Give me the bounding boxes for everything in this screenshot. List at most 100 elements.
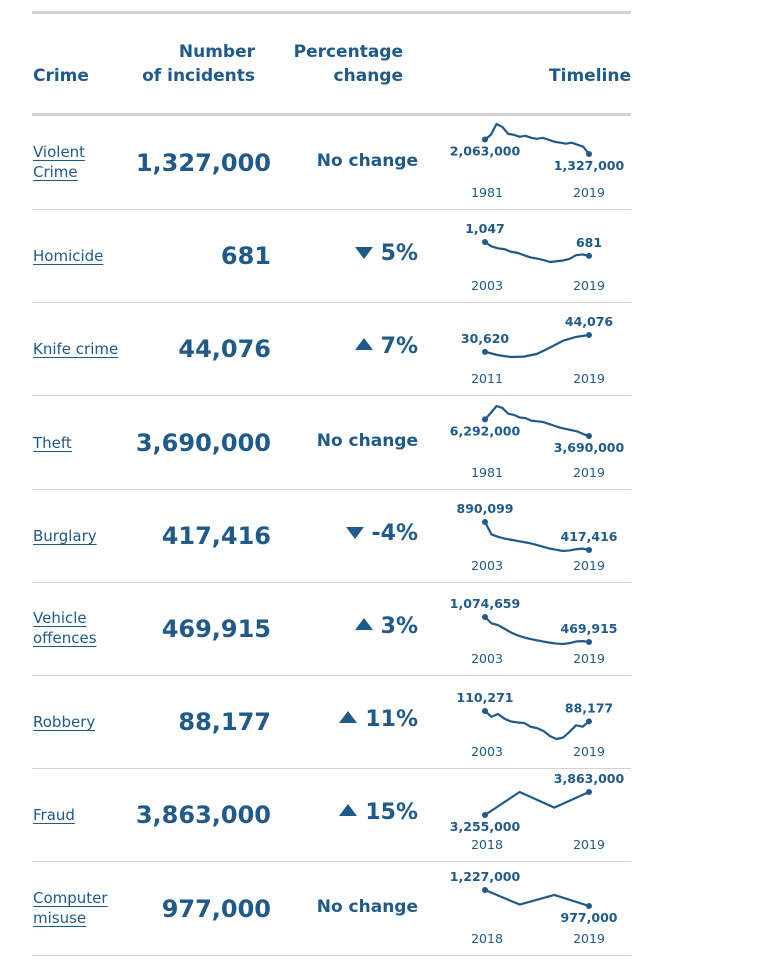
timeline-start-year: 2003 [471, 278, 503, 293]
table-row: Burglary 417,416 -4% 890,099 417,416 2003 2019 [32, 489, 631, 583]
triangle-up-icon [354, 338, 373, 350]
timeline-line [484, 521, 590, 553]
percentage-change: No change [316, 431, 418, 451]
timeline-start-value: 890,099 [457, 501, 514, 516]
timeline-sparkline: 6,292,000 3,690,000 1981 2019 [450, 404, 625, 480]
timeline-end-value: 88,177 [565, 700, 613, 715]
crime-link[interactable]: Vehicle offences [33, 609, 97, 647]
percentage-value: -4% [371, 521, 418, 546]
percentage-value: 3% [380, 614, 418, 639]
timeline-sparkline: 1,074,659 469,915 2003 2019 [450, 596, 618, 666]
crime-link[interactable]: Violent Crime [33, 143, 86, 181]
timeline-end-year: 2019 [573, 837, 605, 852]
timeline-end-point [586, 718, 592, 725]
timeline-line [484, 710, 590, 741]
timeline-end-point [586, 252, 592, 259]
timeline-start-point [482, 239, 488, 245]
header-crime: Crime [33, 66, 89, 86]
timeline-end-year: 2019 [573, 185, 605, 200]
percentage-change: No change [316, 897, 418, 917]
incident-count: 469,915 [161, 615, 271, 643]
timeline-start-year: 1981 [471, 465, 503, 480]
table-row: Vehicle offences 469,915 3% 1,074,659 469,915… [32, 582, 631, 676]
crime-link[interactable]: Fraud [33, 806, 75, 824]
timeline-end-year: 2019 [573, 278, 605, 293]
timeline-sparkline: 1,047 681 2003 2019 [465, 221, 605, 293]
crime-link[interactable]: Robbery [33, 713, 96, 731]
timeline-line [484, 333, 590, 359]
incident-count: 3,863,000 [135, 801, 271, 829]
timeline-start-value: 3,255,000 [450, 819, 521, 834]
percentage-value: 15% [365, 800, 418, 825]
triangle-up-icon [339, 711, 358, 723]
table-row: Knife crime 44,076 7% 30,620 44,076 2011 2019 [32, 302, 631, 396]
timeline-end-point [586, 638, 592, 645]
crime-link[interactable]: Knife crime [33, 340, 119, 358]
header-number: Number of incidents [142, 40, 255, 88]
timeline-end-value: 417,416 [561, 529, 618, 544]
incident-count: 681 [220, 242, 271, 270]
percentage-value: 11% [365, 707, 418, 732]
triangle-down-icon [345, 527, 364, 539]
timeline-sparkline: 110,271 88,177 2003 2019 [457, 690, 614, 759]
timeline-end-point [586, 151, 592, 157]
header-pct-line2: change [333, 66, 403, 86]
percentage-change: 5% [282, 241, 418, 266]
timeline-start-year: 2018 [471, 931, 503, 946]
percentage-change: 15% [282, 800, 418, 825]
percentage-change: 7% [282, 334, 418, 359]
timeline-end-year: 2019 [573, 931, 605, 946]
table-header: Crime Number of incidents Percentage cha… [32, 14, 631, 113]
incident-count: 417,416 [161, 522, 271, 550]
percentage-value: 5% [380, 241, 418, 266]
timeline-end-point [586, 332, 592, 338]
timeline-end-point [586, 546, 592, 553]
timeline-start-year: 2003 [471, 558, 503, 573]
timeline-start-point [482, 812, 488, 818]
timeline-end-value: 681 [576, 235, 602, 250]
timeline-start-value: 2,063,000 [450, 144, 521, 159]
timeline-start-point [482, 416, 488, 423]
header-pct-line1: Percentage [293, 42, 403, 62]
crime-link[interactable]: Homicide [33, 247, 104, 265]
percentage-change: 3% [282, 614, 418, 639]
timeline-end-year: 2019 [573, 651, 605, 666]
timeline-start-point [482, 136, 488, 143]
timeline-start-point [482, 348, 488, 355]
timeline-start-year: 2003 [471, 744, 503, 759]
timeline-start-value: 110,271 [457, 690, 514, 705]
timeline-end-point [586, 433, 592, 439]
table-row: Theft 3,690,000 No change 6,292,000 3,690,00… [32, 396, 631, 490]
triangle-up-icon [339, 804, 358, 816]
percentage-change: 11% [282, 707, 418, 732]
table-top-rule [32, 11, 631, 14]
timeline-start-value: 1,074,659 [450, 596, 520, 611]
table-row: Computer misuse 977,000 No change 1,227,000 9… [32, 862, 631, 956]
timeline-end-year: 2019 [573, 744, 605, 759]
timeline-end-point [586, 903, 592, 909]
timeline-end-year: 2019 [573, 371, 605, 386]
timeline-sparkline: 2,063,000 1,327,000 1981 2019 [450, 122, 624, 200]
timeline-line [484, 790, 590, 816]
crime-link[interactable]: Computer misuse [33, 889, 108, 927]
crime-link[interactable]: Theft [33, 434, 72, 452]
timeline-end-value: 3,690,000 [554, 440, 625, 455]
table-row: Homicide 681 5% 1,047 681 2003 2019 [32, 209, 631, 303]
timeline-end-value: 44,076 [565, 314, 614, 329]
table-row: Violent Crime 1,327,000 No change 2,063,000 1… [32, 116, 631, 210]
table-row: Fraud 3,863,000 15% 3,255,000 3,863,000 2018 2… [32, 768, 631, 862]
timeline-start-year: 1981 [471, 185, 503, 200]
timeline-start-value: 1,227,000 [450, 869, 521, 884]
incident-count: 1,327,000 [135, 149, 271, 177]
timeline-start-point [482, 614, 488, 620]
header-percentage: Percentage change [288, 40, 403, 88]
timeline-sparkline: 1,227,000 977,000 2018 2019 [450, 869, 618, 946]
percentage-change: -4% [282, 521, 418, 546]
timeline-start-point [482, 519, 488, 525]
triangle-up-icon [354, 618, 373, 630]
incident-count: 44,076 [178, 335, 271, 363]
incident-count: 88,177 [178, 708, 271, 736]
crime-link[interactable]: Burglary [33, 527, 97, 545]
percentage-change: No change [316, 151, 418, 171]
header-number-line1: Number [178, 42, 255, 62]
